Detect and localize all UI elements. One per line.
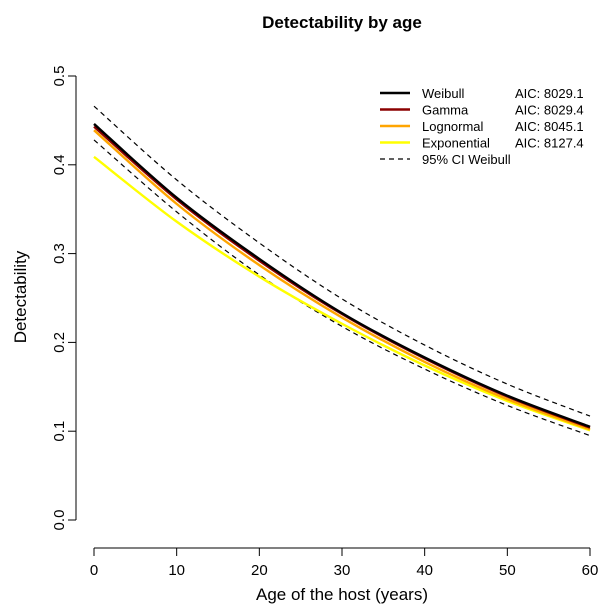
y-tick-label: 0.2 [51, 332, 68, 353]
chart-title: Detectability by age [262, 13, 422, 32]
x-tick-label: 0 [90, 562, 98, 579]
y-tick-label: 0.1 [51, 421, 68, 442]
legend-aic: AIC: 8045.1 [515, 119, 584, 134]
x-tick-label: 60 [582, 562, 599, 579]
x-axis: 0 10 20 30 40 50 60 [90, 547, 599, 579]
legend-aic: AIC: 8029.1 [515, 86, 584, 101]
legend-aic: AIC: 8127.4 [515, 136, 584, 151]
x-tick-label: 30 [334, 562, 351, 579]
y-tick-label: 0.3 [51, 243, 68, 264]
series-line-4 [93, 105, 591, 417]
legend-label: Exponential [422, 136, 490, 151]
series-line-2 [93, 129, 591, 431]
legend-label: Weibull [422, 86, 465, 101]
x-tick-label: 10 [168, 562, 185, 579]
x-tick-label: 40 [416, 562, 433, 579]
x-axis-label: Age of the host (years) [256, 585, 428, 604]
y-tick-label: 0.0 [51, 510, 68, 531]
legend: Weibull AIC: 8029.1 Gamma AIC: 8029.4 Lognor… [380, 86, 584, 167]
y-axis-label: Detectability [11, 250, 30, 343]
y-axis: 0.0 0.1 0.2 0.3 0.4 0.5 [51, 66, 77, 531]
series-line-0 [93, 123, 591, 428]
x-tick-label: 50 [499, 562, 516, 579]
y-tick-label: 0.4 [51, 154, 68, 175]
series-line-3 [93, 155, 591, 432]
legend-label: 95% CI Weibull [422, 152, 511, 167]
plot-area [93, 105, 591, 437]
legend-label: Gamma [422, 103, 469, 118]
legend-aic: AIC: 8029.4 [515, 103, 584, 118]
y-tick-label: 0.5 [51, 66, 68, 87]
series-line-5 [93, 139, 591, 437]
x-tick-label: 20 [251, 562, 268, 579]
series-line-1 [93, 125, 591, 429]
legend-label: Lognormal [422, 119, 484, 134]
